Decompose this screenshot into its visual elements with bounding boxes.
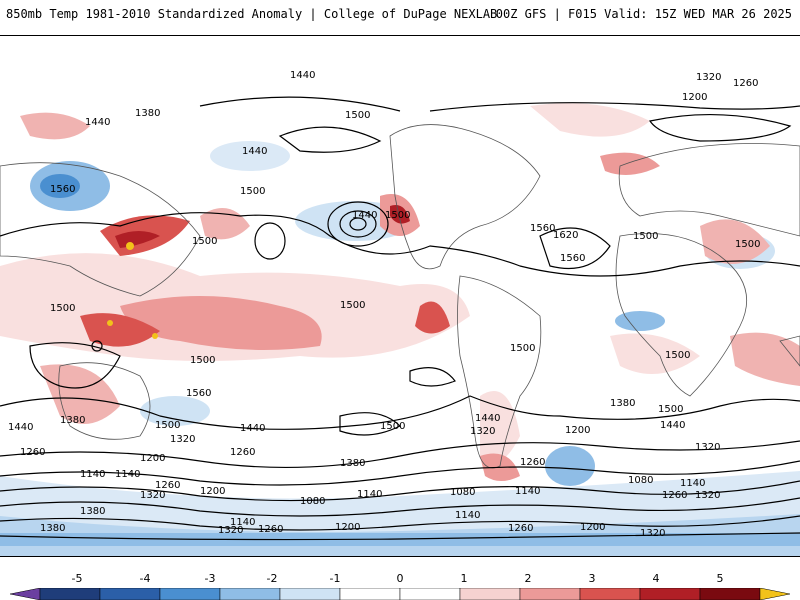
colorbar-tick-label: -1 xyxy=(329,572,341,585)
run-info: 00Z GFS | F015 Valid: 15Z WED MAR 26 202… xyxy=(495,7,792,21)
contour-label: 1260 xyxy=(520,457,545,468)
contour-label: 1440 xyxy=(240,423,265,434)
contour-label: 1500 xyxy=(380,421,405,432)
colorbar-segment xyxy=(459,588,521,600)
contour-label: 1260 xyxy=(733,78,758,89)
contour-label: 1140 xyxy=(80,469,105,480)
coastlines xyxy=(0,124,800,469)
contour-label: 1620 xyxy=(553,230,578,241)
contour-label: 1500 xyxy=(658,404,683,415)
contour-label: 1500 xyxy=(735,239,760,250)
contour-label: 1080 xyxy=(450,487,475,498)
colorbar-tick-label: -5 xyxy=(71,572,83,585)
contour-label: 1320 xyxy=(695,490,720,501)
colorbar-high-extension xyxy=(759,588,790,600)
contour-label: 1260 xyxy=(258,524,283,535)
contour-label: 1320 xyxy=(218,525,243,536)
colorbar-segment xyxy=(219,588,281,600)
contour-labels: 1440 1500 1320 1260 1200 1380 1440 1440 … xyxy=(8,70,760,539)
contour-label: 1200 xyxy=(580,522,605,533)
contour-label: 1140 xyxy=(515,486,540,497)
contour-label: 1560 xyxy=(560,253,585,264)
contour-label: 1320 xyxy=(640,528,665,539)
colorbar-segment xyxy=(39,588,101,600)
colorbar xyxy=(10,588,790,600)
colorbar-segment xyxy=(699,588,761,600)
contour-label: 1320 xyxy=(140,490,165,501)
contour-label: 1440 xyxy=(352,210,377,221)
contour-label: 1080 xyxy=(628,475,653,486)
contour-label: 1500 xyxy=(340,300,365,311)
contour-label: 1500 xyxy=(385,210,410,221)
contour-label: 1440 xyxy=(85,117,110,128)
contour-label: 1500 xyxy=(665,350,690,361)
contour-label: 1560 xyxy=(50,184,75,195)
contour-label: 1200 xyxy=(335,522,360,533)
contour-label: 1380 xyxy=(610,398,635,409)
contour-label: 1560 xyxy=(186,388,211,399)
contour-label: 1200 xyxy=(140,453,165,464)
contour-label: 1440 xyxy=(290,70,315,81)
contour-label: 1140 xyxy=(680,478,705,489)
contour-label: 1500 xyxy=(510,343,535,354)
contour-label: 1140 xyxy=(357,489,382,500)
colorbar-segment xyxy=(159,588,221,600)
contour-label: 1380 xyxy=(135,108,160,119)
contour-label: 1560 xyxy=(530,223,555,234)
contour-label: 1500 xyxy=(345,110,370,121)
contour-label: 1080 xyxy=(300,496,325,507)
contour-label: 1320 xyxy=(696,72,721,83)
contour-label: 1260 xyxy=(155,480,180,491)
colorbar-tick-label: -2 xyxy=(266,572,278,585)
map-svg: 1440 1500 1320 1260 1200 1380 1440 1440 … xyxy=(0,36,800,556)
colorbar-segment xyxy=(639,588,701,600)
contour-label: 1260 xyxy=(20,447,45,458)
map-title: 850mb Temp 1981-2010 Standardized Anomal… xyxy=(6,7,498,21)
contour-label: 1260 xyxy=(508,523,533,534)
contour-label: 1500 xyxy=(192,236,217,247)
colorbar-tick-label: 4 xyxy=(652,572,660,585)
contour-label: 1140 xyxy=(115,469,140,480)
contour-label: 1320 xyxy=(695,442,720,453)
colorbar-tick-label: 0 xyxy=(396,572,404,585)
negative-anomaly-areas xyxy=(0,141,800,556)
colorbar-segment xyxy=(99,588,161,600)
contour-label: 1260 xyxy=(230,447,255,458)
contour-label: 1440 xyxy=(242,146,267,157)
contour-label: 1320 xyxy=(170,434,195,445)
contour-label: 1500 xyxy=(633,231,658,242)
colorbar-tick-label: 3 xyxy=(588,572,596,585)
colorbar-segment xyxy=(279,588,341,600)
contour-label: 1380 xyxy=(40,523,65,534)
contour-label: 1320 xyxy=(470,426,495,437)
contour-label: 1140 xyxy=(455,510,480,521)
contour-label: 1500 xyxy=(190,355,215,366)
colorbar-tick-label: 1 xyxy=(460,572,468,585)
contour-label: 1380 xyxy=(80,506,105,517)
contour-label: 1500 xyxy=(155,420,180,431)
colorbar-tick-label: 5 xyxy=(716,572,724,585)
colorbar-segment xyxy=(339,588,401,600)
colorbar-segment xyxy=(579,588,641,600)
contour-label: 1440 xyxy=(8,422,33,433)
colorbar-tick-label: 2 xyxy=(524,572,532,585)
contour-label: 1200 xyxy=(200,486,225,497)
contour-label: 1140 xyxy=(230,517,255,528)
contour-label: 1500 xyxy=(50,303,75,314)
colorbar-segment xyxy=(519,588,581,600)
contour-label: 1200 xyxy=(565,425,590,436)
contour-label: 1500 xyxy=(240,186,265,197)
colorbar-tick-label: -4 xyxy=(139,572,151,585)
contour-label: 1380 xyxy=(60,415,85,426)
anomaly-map: 1440 1500 1320 1260 1200 1380 1440 1440 … xyxy=(0,35,800,557)
colorbar-segment xyxy=(399,588,461,600)
colorbar-low-extension xyxy=(10,588,41,600)
contour-label: 1440 xyxy=(475,413,500,424)
colorbar-tick-label: -3 xyxy=(204,572,216,585)
height-contours xyxy=(0,96,800,541)
contour-label: 1200 xyxy=(682,92,707,103)
contour-label: 1440 xyxy=(660,420,685,431)
contour-label: 1380 xyxy=(340,458,365,469)
contour-label: 1260 xyxy=(662,490,687,501)
